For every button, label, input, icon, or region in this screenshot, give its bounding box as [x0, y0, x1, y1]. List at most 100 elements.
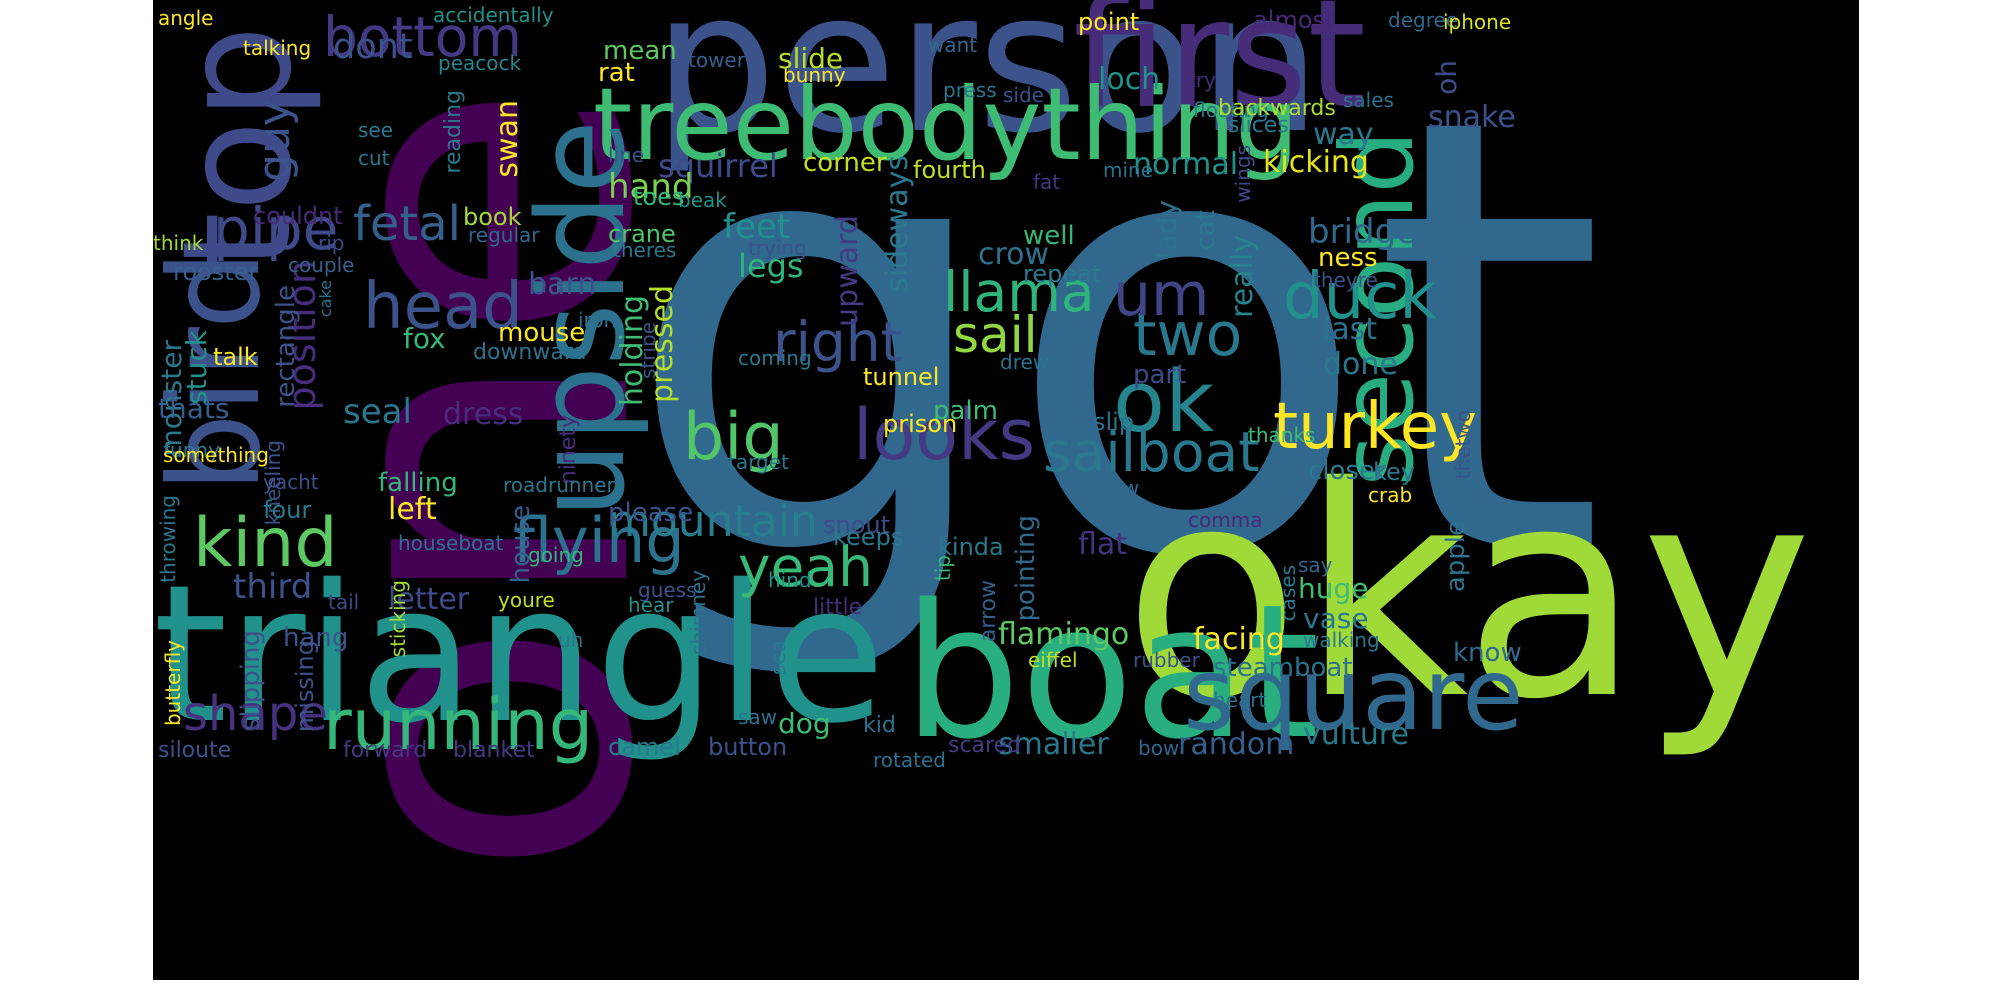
small-word-four: four — [263, 496, 312, 524]
small-word-downward: downward — [473, 340, 587, 365]
small-word-youre: youre — [498, 588, 555, 612]
small-word-barn: barn — [528, 267, 597, 302]
small-word-hind: hind — [768, 568, 812, 592]
small-word-bunny: bunny — [783, 63, 846, 87]
word-yeah: yeah — [738, 535, 873, 599]
small-word-mine: mine — [1103, 158, 1154, 182]
word-okay: okay — [1123, 426, 1813, 763]
small-word-loch: loch — [1098, 62, 1161, 97]
small-word-beak: beak — [678, 188, 727, 212]
small-word-thanks: thanks — [1248, 423, 1316, 447]
small-word-couple: couple — [288, 253, 355, 277]
word-treebodything: treebodything — [593, 66, 1299, 183]
small-word-wings: wings — [1231, 145, 1255, 203]
word-person: person — [653, 0, 1322, 176]
small-word-rat: rat — [598, 58, 635, 88]
small-word-flat: flat — [1078, 527, 1128, 562]
small-word-third: third — [233, 567, 313, 607]
small-word-cases: cases — [1276, 565, 1300, 622]
word-turkey: turkey — [1273, 390, 1477, 464]
small-word-bridge: bridge — [1308, 212, 1418, 252]
small-word-floating: floating — [1193, 98, 1269, 122]
word-kind: kind — [193, 504, 338, 583]
small-word-now: now — [1098, 476, 1140, 500]
small-word-tunnel: tunnel — [863, 363, 940, 391]
small-word-rotated: rotated — [873, 748, 946, 772]
small-word-seal: seal — [343, 392, 412, 432]
small-word-last: last — [1323, 312, 1378, 347]
small-word-way: way — [1313, 117, 1374, 152]
word-ok: ok — [1113, 353, 1215, 452]
small-word-coming: coming — [738, 346, 812, 370]
small-word-smaller: smaller — [998, 727, 1109, 762]
small-word-vulture: vulture — [1303, 717, 1410, 752]
small-word-siloute: siloute — [158, 738, 232, 763]
small-word-crab: crab — [1368, 483, 1413, 507]
small-word-something: something — [163, 443, 269, 467]
small-word-well: well — [1023, 221, 1075, 251]
small-word-fourth: fourth — [913, 156, 986, 184]
small-word-uh: uh — [558, 628, 584, 652]
word-triangle: triangle — [153, 544, 886, 765]
word-looks: looks — [853, 394, 1036, 476]
word-mountain: mountain — [608, 496, 818, 547]
small-word-tip: tip — [931, 555, 955, 582]
small-word-fox: fox — [403, 322, 446, 355]
small-word-vase: vase — [1303, 602, 1369, 635]
small-word-press: press — [943, 78, 997, 102]
small-word-part: part — [1133, 360, 1187, 390]
small-word-peacock: peacock — [438, 51, 522, 75]
small-word-tower: tower — [688, 48, 745, 72]
small-word-snake: snake — [1428, 100, 1516, 135]
small-word-guess: guess — [638, 578, 697, 602]
small-word-kicking: kicking — [1263, 145, 1369, 180]
word-boat: boat — [903, 564, 1320, 780]
small-word-kid: kid — [863, 713, 896, 738]
small-word-facing: facing — [1193, 622, 1285, 657]
small-word-repeat: repeat — [1023, 260, 1102, 288]
small-word-degree: degree — [1388, 8, 1459, 32]
word-sail: sail — [953, 306, 1038, 364]
small-word-missing: missing — [291, 640, 319, 733]
small-word-sideways: sideways — [880, 155, 915, 293]
small-word-book: book — [463, 203, 522, 231]
small-word-key: key — [1373, 458, 1416, 486]
small-word-done: done — [1323, 347, 1398, 382]
small-word-please: please — [608, 498, 694, 528]
small-word-blanket: blanket — [453, 738, 535, 763]
small-word-angle: angle — [158, 6, 214, 30]
small-word-lady: lady — [1150, 200, 1183, 260]
word-bottom: bottom — [323, 5, 522, 69]
small-word-accidentally: accidentally — [433, 3, 554, 27]
small-word-dog: dog — [778, 707, 831, 740]
word-cloud: got one okay person triangle boat first treebod… — [153, 0, 1859, 980]
word-head: head — [363, 270, 523, 344]
word-duck: duck — [1283, 260, 1437, 334]
small-word-huge: huge — [1298, 572, 1369, 605]
small-word-normal: normal — [1133, 147, 1239, 182]
small-word-hang: hang — [283, 623, 349, 653]
small-word-think: think — [153, 231, 204, 255]
small-word-slipping: slipping — [236, 630, 266, 732]
word-fetal: fetal — [353, 196, 461, 252]
small-word-chimney: chimney — [686, 570, 710, 656]
small-word-cut: cut — [358, 146, 390, 170]
small-word-slide: slide — [778, 42, 844, 75]
small-word-holding: holding — [615, 295, 650, 407]
small-word-throwing: throwing — [156, 495, 180, 583]
small-word-theres: theres — [613, 238, 677, 262]
small-word-left: left — [388, 492, 437, 527]
small-word-iron: iron — [578, 308, 617, 332]
small-word-theyre: theyre — [1313, 268, 1378, 292]
small-word-apple: apple — [1441, 520, 1471, 593]
small-word-prison: prison — [883, 410, 958, 438]
small-word-backwards: backwards — [1218, 96, 1336, 121]
small-word-heart: heart — [1213, 688, 1267, 712]
small-word-rectangle: rectangle — [271, 285, 301, 408]
small-word-dress: dress — [443, 397, 524, 432]
word-right: right — [773, 310, 903, 374]
small-word-hand: hand — [608, 167, 694, 207]
word-running: running — [323, 684, 594, 766]
small-word-walking: walking — [1303, 628, 1380, 652]
small-word-rip: rip — [318, 231, 345, 255]
